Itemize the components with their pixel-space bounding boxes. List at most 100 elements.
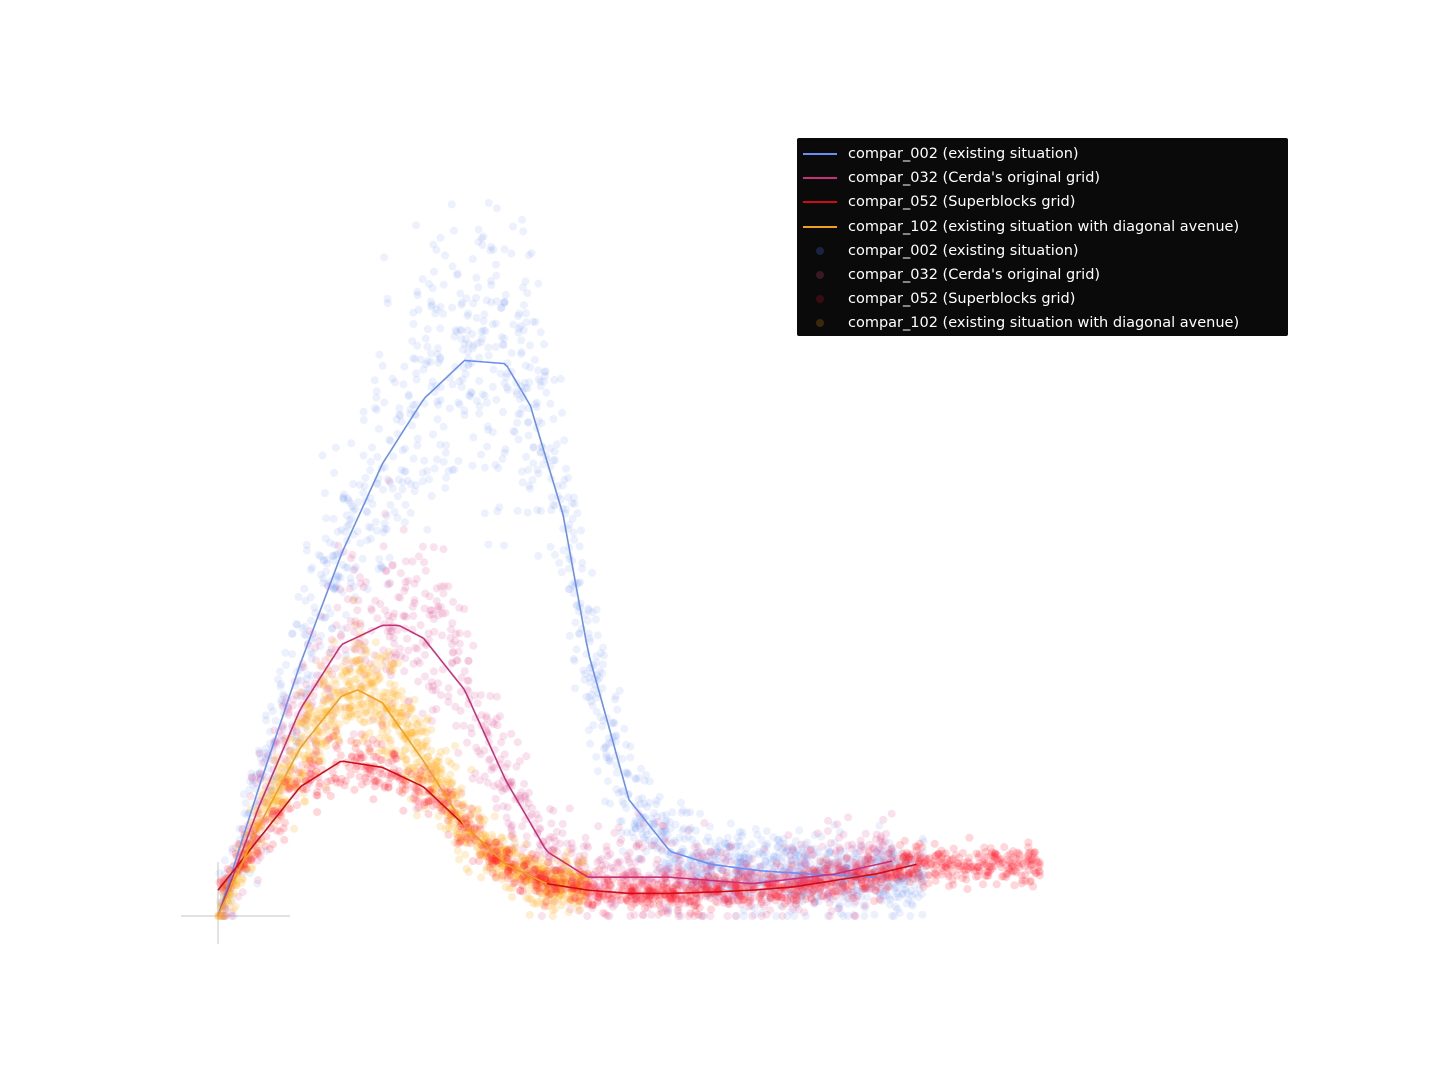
scatter-point xyxy=(890,912,899,920)
scatter-point xyxy=(861,901,870,910)
scatter-point xyxy=(409,611,418,620)
scatter-point xyxy=(361,473,370,482)
scatter-point xyxy=(824,858,833,867)
scatter-point xyxy=(442,441,451,450)
scatter-point xyxy=(683,879,692,888)
scatter-point xyxy=(753,830,762,839)
scatter-point xyxy=(518,478,527,487)
scatter-point xyxy=(550,447,559,456)
scatter-point xyxy=(819,862,828,871)
scatter-point xyxy=(350,593,359,602)
scatter-point xyxy=(558,408,566,417)
scatter-point xyxy=(372,405,381,414)
scatter-point xyxy=(379,528,388,537)
scatter-point xyxy=(592,652,601,661)
scatter-point xyxy=(340,781,349,790)
scatter-point xyxy=(801,851,810,859)
scatter-point xyxy=(602,753,611,762)
scatter-point xyxy=(725,851,734,860)
scatter-point xyxy=(914,871,923,880)
scatter-point xyxy=(739,850,748,859)
scatter-point xyxy=(428,377,437,386)
scatter-point xyxy=(763,839,772,848)
scatter-point xyxy=(418,477,427,486)
scatter-point xyxy=(890,886,899,895)
scatter-point xyxy=(710,872,719,881)
scatter-point xyxy=(841,855,850,864)
scatter-point xyxy=(678,826,687,835)
scatter-point xyxy=(790,912,799,920)
scatter-point xyxy=(277,695,286,704)
scatter-point xyxy=(295,688,304,697)
scatter-point xyxy=(400,362,409,371)
scatter-point xyxy=(478,390,487,399)
scatter-point xyxy=(851,849,860,858)
scatter-point xyxy=(513,738,522,747)
scatter-point xyxy=(769,855,778,864)
scatter-point xyxy=(349,730,358,739)
scatter-point xyxy=(695,881,704,890)
scatter-point xyxy=(455,603,464,612)
scatter-point xyxy=(911,889,920,898)
scatter-point xyxy=(844,912,852,920)
scatter-point xyxy=(419,542,427,551)
scatter-point xyxy=(334,571,343,580)
scatter-point xyxy=(663,866,672,875)
scatter-point xyxy=(500,750,509,759)
scatter-point xyxy=(386,437,395,446)
scatter-point xyxy=(686,909,695,918)
scatter-point xyxy=(256,768,265,777)
scatter-point xyxy=(238,868,247,877)
scatter-point xyxy=(458,375,467,384)
scatter-point xyxy=(500,298,509,307)
scatter-point xyxy=(798,896,807,905)
scatter-point xyxy=(500,379,509,388)
scatter-point xyxy=(634,821,643,830)
scatter-point xyxy=(507,832,516,841)
scatter-point xyxy=(300,689,309,698)
scatter-point xyxy=(459,345,467,354)
scatter-point xyxy=(450,332,459,341)
scatter-point xyxy=(455,400,464,409)
scatter-point xyxy=(359,451,368,460)
scatter-point xyxy=(601,797,609,806)
scatter-point xyxy=(514,328,523,337)
scatter-point xyxy=(410,487,419,496)
scatter-point xyxy=(896,841,905,849)
scatter-point xyxy=(638,794,647,803)
scatter-point xyxy=(839,830,848,839)
scatter-point xyxy=(522,452,531,461)
scatter-point xyxy=(472,396,481,405)
scatter-point xyxy=(570,656,579,665)
scatter-point xyxy=(413,811,421,820)
scatter-point xyxy=(468,461,477,470)
scatter-point xyxy=(373,453,382,461)
scatter-point xyxy=(620,724,629,733)
scatter-point xyxy=(774,835,783,844)
scatter-point xyxy=(599,643,608,652)
scatter-point xyxy=(520,301,528,309)
scatter-point xyxy=(833,856,842,865)
scatter-point xyxy=(459,721,468,730)
scatter-layer xyxy=(214,199,1044,920)
scatter-point xyxy=(298,624,307,633)
scatter-point xyxy=(321,534,330,543)
scatter-point xyxy=(886,895,895,904)
scatter-point xyxy=(359,407,368,416)
scatter-point xyxy=(487,281,496,289)
scatter-point xyxy=(850,899,859,908)
scatter-point xyxy=(356,539,365,548)
scatter-point xyxy=(300,584,309,593)
scatter-point xyxy=(478,334,486,343)
scatter-point xyxy=(782,865,790,874)
scatter-point xyxy=(833,886,842,895)
scatter-point xyxy=(594,822,603,831)
scatter-point xyxy=(707,880,716,889)
scatter-point xyxy=(860,912,869,920)
scatter-point xyxy=(786,865,795,874)
scatter-point xyxy=(815,858,824,867)
scatter-point xyxy=(518,880,526,889)
scatter-point xyxy=(882,891,891,900)
scatter-point xyxy=(398,703,407,712)
